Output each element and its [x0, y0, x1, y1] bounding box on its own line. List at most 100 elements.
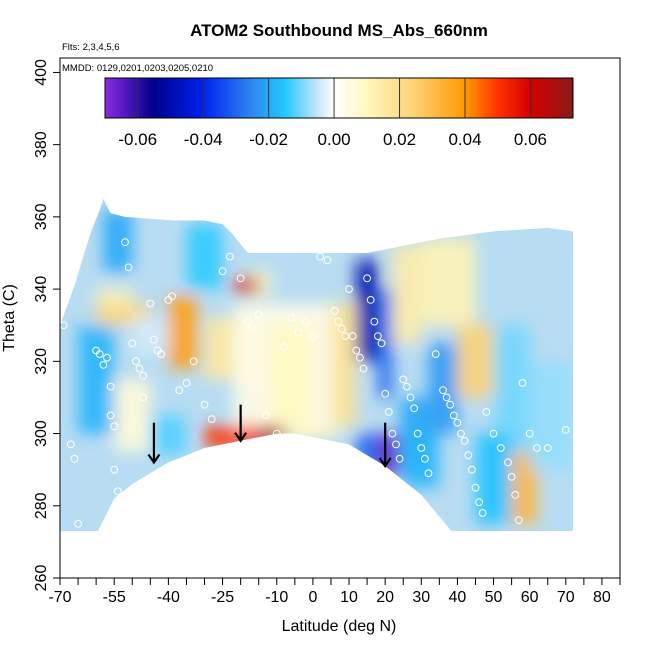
plot-frame	[59, 57, 621, 579]
y-tick-label: 380	[33, 131, 50, 158]
heatmap-cell	[78, 325, 115, 434]
observation-marker	[95, 350, 104, 359]
observation-marker	[254, 310, 263, 319]
observation-marker	[157, 350, 166, 359]
observation-marker	[399, 375, 408, 384]
y-tick-label: 340	[33, 276, 50, 303]
y-axis-label: Theta (C)	[1, 284, 18, 352]
observation-marker	[110, 465, 119, 474]
observation-marker	[468, 465, 476, 474]
observation-marker	[413, 429, 422, 438]
observation-marker	[330, 306, 339, 315]
observation-marker	[421, 454, 429, 463]
observation-marker	[525, 429, 534, 438]
dates-annotation: MMDD: 0129,0201,0203,0205,0210	[62, 63, 213, 74]
observation-marker	[356, 353, 364, 362]
observation-marker	[514, 516, 523, 525]
heatmap-cell	[114, 379, 151, 452]
observation-marker	[489, 429, 498, 438]
observation-marker	[507, 473, 516, 481]
chart-title: ATOM2 Southbound MS_Abs_660nm	[190, 21, 488, 40]
heatmap-cell	[403, 433, 440, 488]
observation-marker	[132, 357, 140, 366]
observation-marker	[218, 267, 227, 276]
colorbar-tick-label: -0.04	[184, 130, 223, 149]
observation-marker	[207, 415, 216, 424]
observation-marker	[561, 426, 570, 434]
heatmap-cell	[457, 325, 494, 398]
observation-marker	[417, 444, 426, 452]
observation-marker	[225, 252, 234, 261]
heatmap-cell	[96, 289, 133, 304]
observation-marker	[424, 469, 433, 478]
heatmap-cell	[475, 433, 512, 524]
observation-marker	[384, 408, 393, 416]
observation-marker	[363, 274, 372, 283]
heatmap-field	[60, 198, 573, 532]
colorbar-tick-label: -0.06	[118, 130, 157, 149]
y-tick-label: 280	[33, 492, 50, 519]
observation-marker	[103, 353, 111, 362]
observation-marker	[345, 285, 353, 294]
observation-marker	[189, 357, 198, 366]
colorbar-tick-label: 0.04	[448, 130, 481, 149]
x-axis: -70 -55 -40 -25 -10 0 10 20 30 40 50 60 70 80	[48, 578, 621, 606]
observation-marker	[442, 393, 451, 402]
observation-marker	[395, 454, 404, 463]
heatmap-cell	[284, 429, 331, 441]
observation-marker	[482, 408, 491, 416]
observation-marker	[457, 429, 465, 438]
plot-region	[60, 191, 573, 578]
x-tick-label: 0	[308, 589, 317, 606]
observation-marker	[294, 328, 303, 337]
colorbar-tick-label: 0.00	[318, 130, 351, 149]
observation-marker	[146, 299, 155, 308]
heatmap-cell	[421, 238, 476, 326]
x-tick-label: -40	[157, 589, 180, 606]
observation-marker	[244, 317, 252, 326]
heatmap-cell	[428, 343, 458, 434]
observation-marker	[323, 256, 332, 265]
observation-marker	[518, 379, 527, 387]
y-tick-label: 320	[33, 348, 50, 375]
heatmap-cell	[269, 325, 313, 427]
x-tick-label: -25	[211, 589, 234, 606]
observation-marker	[431, 350, 440, 359]
observation-marker	[449, 411, 458, 420]
heatmap-cell	[186, 224, 223, 290]
observation-marker	[66, 440, 75, 449]
observation-markers	[60, 191, 570, 528]
observation-marker	[533, 444, 541, 452]
observation-marker	[471, 483, 480, 492]
observation-marker	[150, 335, 158, 344]
arrow-marker	[378, 422, 392, 468]
observation-marker	[370, 317, 379, 326]
observation-marker	[392, 440, 400, 449]
observation-marker	[182, 379, 191, 387]
observation-marker	[543, 444, 552, 452]
heatmap-cell	[493, 325, 530, 452]
observation-marker	[446, 400, 455, 409]
observation-marker	[287, 314, 296, 322]
x-axis-label: Latitude (deg N)	[282, 618, 397, 635]
observation-marker	[388, 429, 397, 438]
observation-marker	[113, 487, 122, 496]
y-tick-label: 260	[33, 565, 50, 592]
observation-marker	[121, 238, 129, 247]
x-tick-label: 70	[557, 589, 575, 606]
observation-marker	[135, 364, 144, 373]
observation-marker	[200, 400, 209, 409]
heatmap-cell	[150, 415, 187, 456]
x-tick-label: -10	[265, 589, 288, 606]
observation-marker	[464, 451, 473, 460]
observation-marker	[280, 343, 288, 351]
observation-marker	[124, 263, 133, 272]
observation-marker	[139, 371, 148, 380]
x-tick-label: -70	[48, 589, 71, 606]
observation-marker	[117, 498, 126, 507]
observation-marker	[262, 411, 270, 420]
observation-marker	[366, 296, 375, 304]
observation-marker	[168, 292, 176, 301]
observation-marker	[70, 454, 79, 463]
x-tick-label: 30	[412, 589, 430, 606]
